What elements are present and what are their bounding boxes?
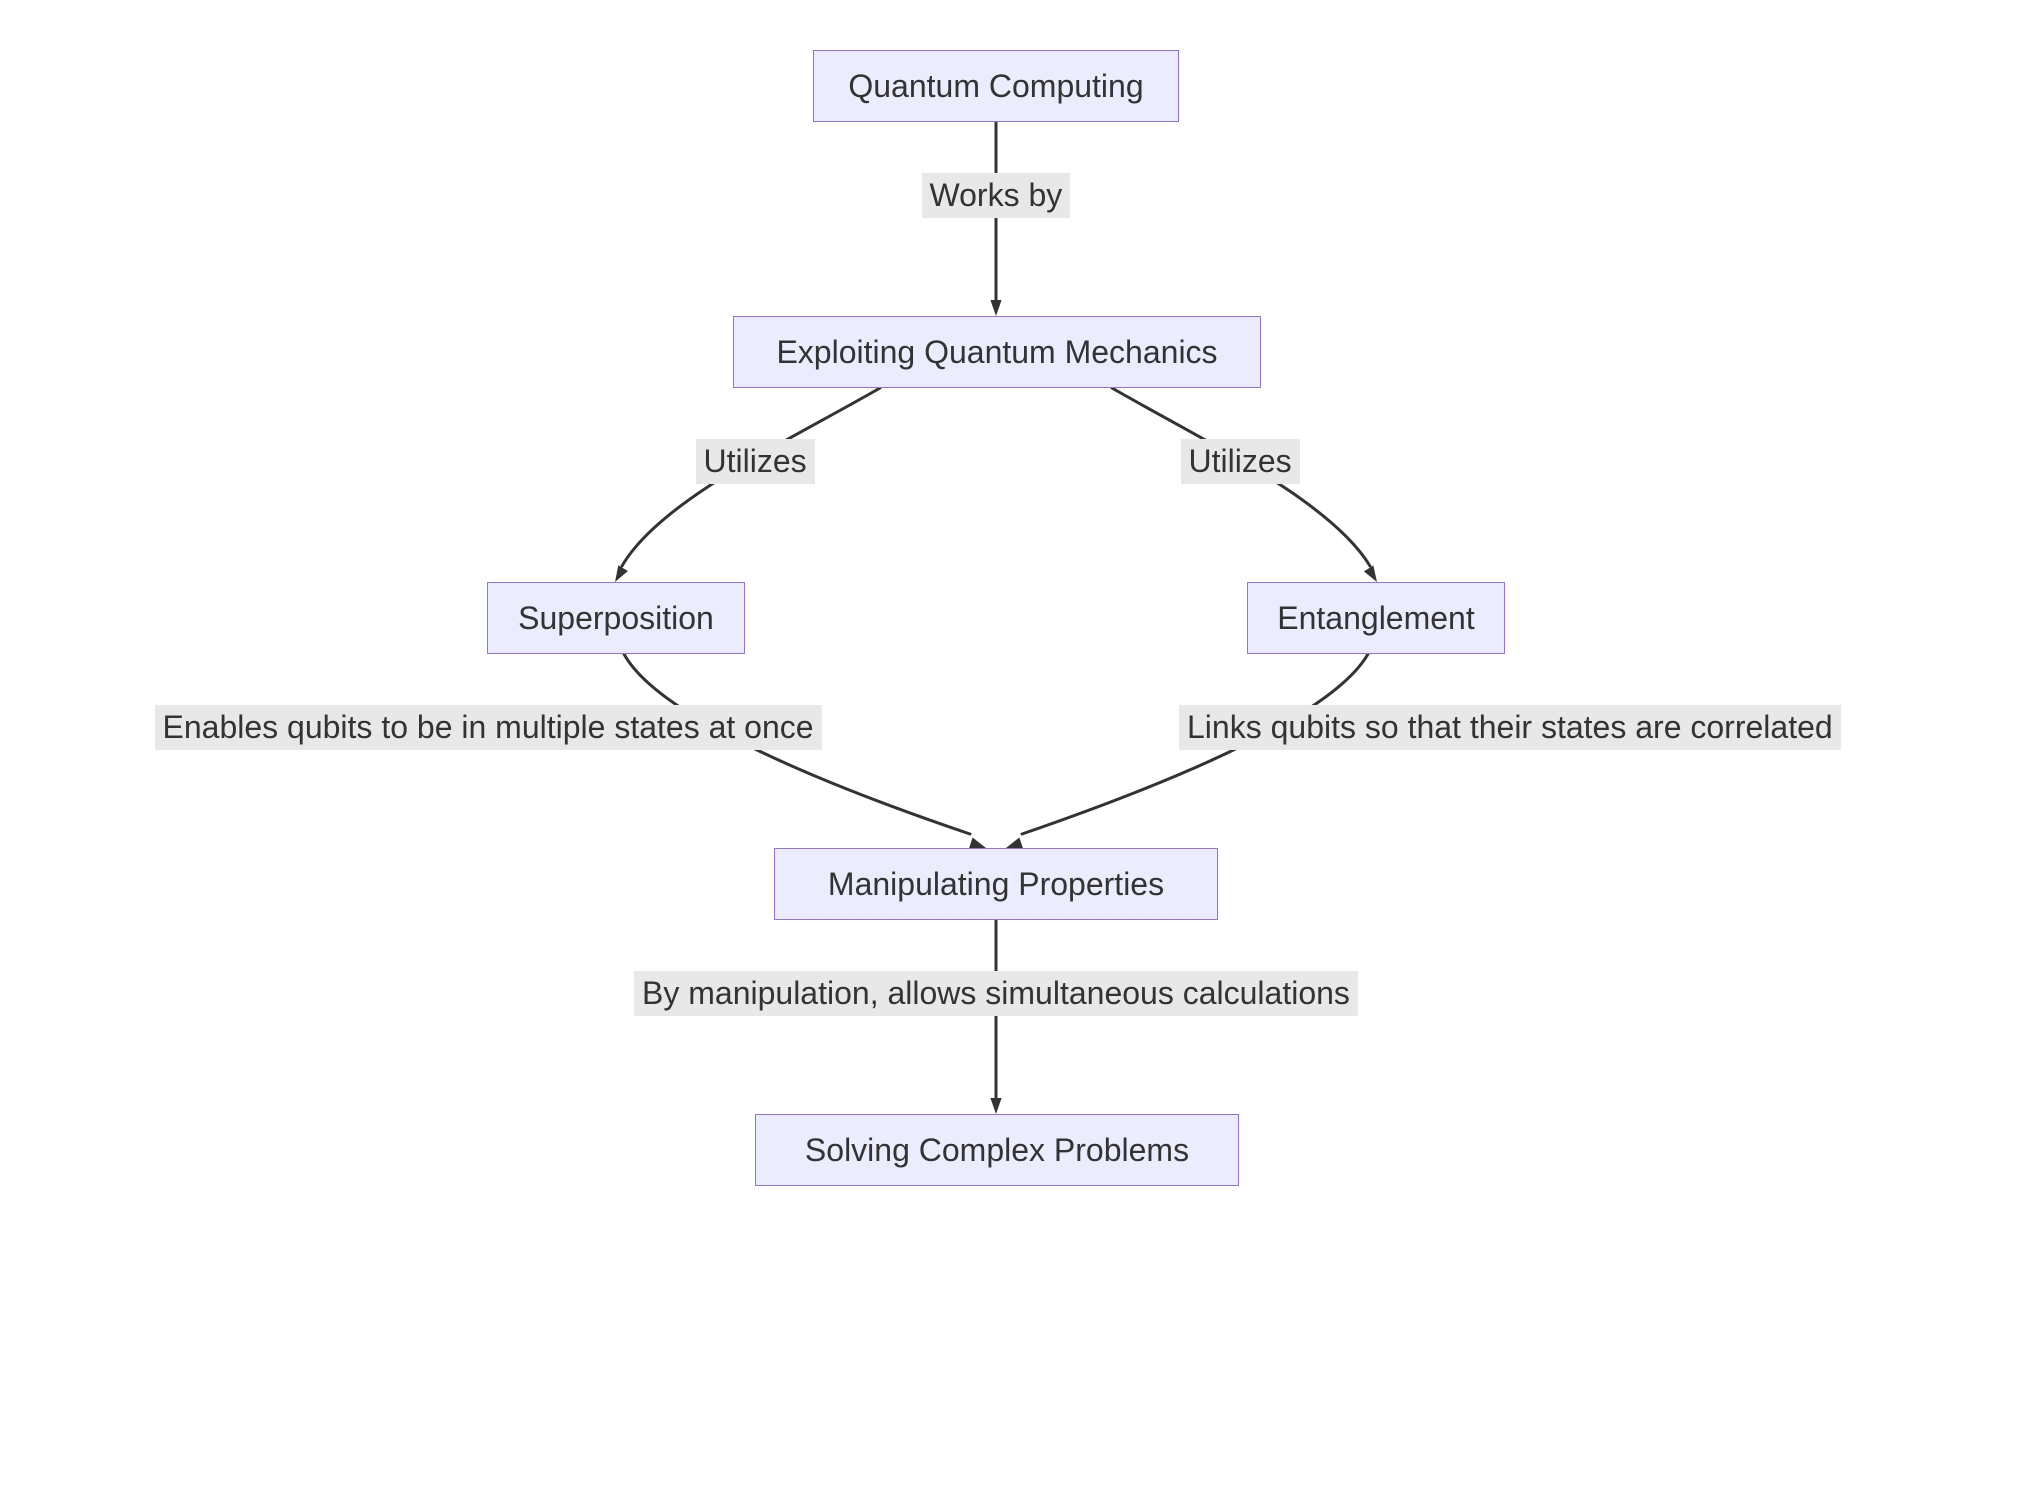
node-qc: Quantum Computing xyxy=(813,50,1179,122)
edge-label-e3: Utilizes xyxy=(1181,439,1300,484)
edge-label-e1: Works by xyxy=(922,173,1071,218)
diagram-canvas: Works by Utilizes Utilizes Enables qubits t… xyxy=(0,0,2027,1500)
arrowhead-e1 xyxy=(990,300,1001,316)
edge-label-e6: By manipulation, allows simultaneous cal… xyxy=(634,971,1358,1016)
arrowhead-e5 xyxy=(1006,837,1023,848)
arrowhead-e6 xyxy=(990,1098,1001,1114)
arrowhead-e2 xyxy=(615,565,628,582)
edges-layer xyxy=(0,0,2027,1500)
node-ent: Entanglement xyxy=(1247,582,1505,654)
node-mp: Manipulating Properties xyxy=(774,848,1218,920)
edge-label-e2: Utilizes xyxy=(696,439,815,484)
node-scp: Solving Complex Problems xyxy=(755,1114,1239,1186)
arrowhead-e4 xyxy=(969,838,986,849)
node-sup: Superposition xyxy=(487,582,745,654)
edge-label-e4: Enables qubits to be in multiple states … xyxy=(155,705,822,750)
arrowhead-e3 xyxy=(1364,565,1377,582)
node-eqm: Exploiting Quantum Mechanics xyxy=(733,316,1261,388)
edge-label-e5: Links qubits so that their states are co… xyxy=(1179,705,1841,750)
